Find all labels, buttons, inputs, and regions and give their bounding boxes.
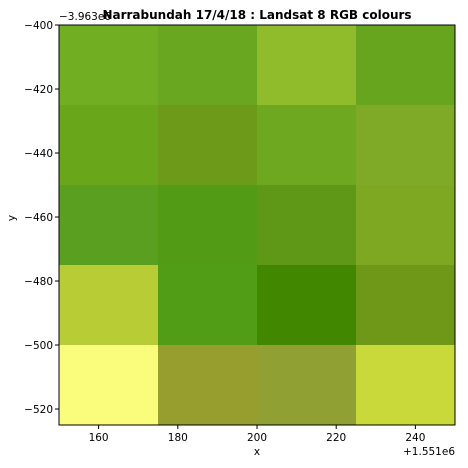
x-offset-label: +1.551e6 [403,446,455,458]
pixel-cell [158,105,258,186]
pixel-cell [356,265,456,346]
y-tick-label: −460 [24,212,53,224]
x-axis-label: x [254,446,260,458]
y-tick-label: −440 [24,148,53,160]
y-offset-label: −3.963e6 [59,11,111,23]
y-axis-ticks: −400 −420 −440 −460 −480 −500 −520 [24,20,59,416]
y-tick-label: −420 [24,84,53,96]
pixel-cell [158,25,258,106]
pixel-cell [356,105,456,186]
x-tick-label: 180 [168,432,188,444]
pixel-cell [158,185,258,266]
pixel-cell [158,345,258,426]
pixel-cell [257,105,357,186]
y-axis-label: y [6,215,18,221]
x-tick-label: 160 [89,432,109,444]
pixel-cell [356,25,456,106]
x-tick-label: 240 [405,432,425,444]
chart-title: Narrabundah 17/4/18 : Landsat 8 RGB colo… [102,8,411,22]
pixel-cell [59,105,159,186]
pixel-cell [59,345,159,426]
pixel-cell [257,185,357,266]
x-tick-label: 220 [326,432,346,444]
pixel-cell [257,265,357,346]
pixel-cell [257,25,357,106]
y-tick-label: −480 [24,276,53,288]
y-tick-label: −520 [24,404,53,416]
pixel-cell [59,185,159,266]
pixel-cell [257,345,357,426]
x-tick-label: 200 [247,432,267,444]
pixel-cell [158,265,258,346]
image-pixels [59,25,456,426]
y-tick-label: −500 [24,340,53,352]
pixel-cell [356,185,456,266]
pixel-cell [59,25,159,106]
y-tick-label: −400 [24,20,53,32]
x-axis-ticks: 160 180 200 220 240 [89,425,425,444]
pixel-cell [356,345,456,426]
pixel-cell [59,265,159,346]
